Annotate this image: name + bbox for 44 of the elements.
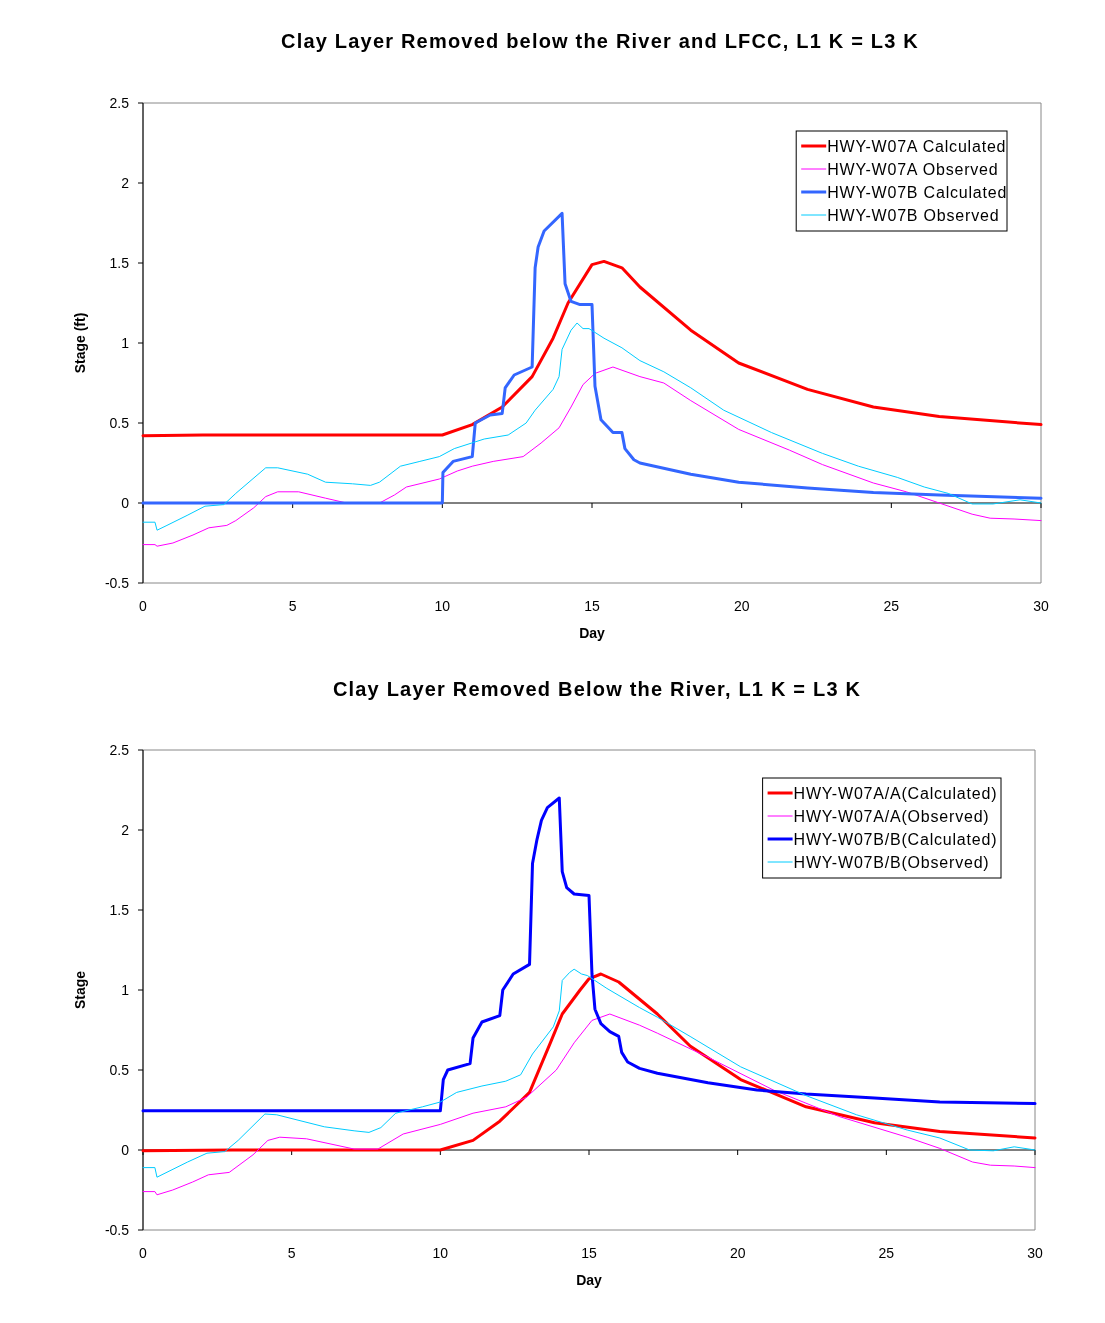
legend-label: HWY-W07B Calculated [827,183,1008,201]
x-tick-label: 10 [434,598,451,614]
legend-label: HWY-W07A Observed [827,160,999,178]
x-axis-title: Day [576,1272,603,1288]
y-tick-label: -0.5 [104,574,130,591]
legend-label: HWY-W07A/A(Observed) [793,807,990,825]
y-tick-label: 2 [121,174,130,191]
x-tick-label: 25 [883,598,900,614]
y-tick-label: 0.5 [109,414,130,431]
legend-label: HWY-W07A Calculated [827,137,1007,155]
y-tick-label: 1 [121,334,130,351]
x-tick-label: 0 [139,1245,148,1261]
x-tick-label: 30 [1027,1245,1043,1261]
y-tick-label: 0.5 [109,1061,130,1078]
x-tick-label: 20 [729,1245,746,1261]
y-tick-label: 1.5 [109,254,130,271]
x-tick-label: 5 [287,1245,296,1261]
x-tick-label: 15 [584,598,600,614]
y-tick-label: 2 [121,821,130,838]
legend-label: HWY-W07B/B(Observed) [793,853,990,871]
x-tick-label: 0 [139,598,148,614]
x-tick-label: 20 [733,598,750,614]
line-series [141,259,1043,438]
y-tick-label: 0 [121,494,130,511]
line-series [141,211,1043,505]
x-tick-label: 15 [581,1245,597,1261]
x-tick-label: 5 [288,598,297,614]
y-axis-title: Stage (ft) [72,312,88,374]
y-tick-label: 1.5 [109,901,130,918]
x-axis-title: Day [579,625,606,641]
y-axis-title: Stage [72,970,88,1010]
x-tick-label: 10 [432,1245,449,1261]
legend-label: HWY-W07A/A(Calculated) [793,784,998,802]
x-tick-label: 30 [1033,598,1049,614]
chart-title: Clay Layer Removed below the River and LFCC, L1 K = L3 K [281,30,919,52]
legend-label: HWY-W07B/B(Calculated) [793,830,998,848]
y-tick-label: 0 [121,1141,130,1158]
y-tick-label: 2.5 [109,741,130,758]
chart-title: Clay Layer Removed Below the River, L1 K = L3 K [332,678,862,700]
legend-label: HWY-W07B Observed [827,206,1000,224]
y-tick-label: 1 [121,981,130,998]
y-tick-label: 2.5 [109,94,130,111]
x-tick-label: 25 [878,1245,895,1261]
y-tick-label: -0.5 [104,1221,130,1238]
